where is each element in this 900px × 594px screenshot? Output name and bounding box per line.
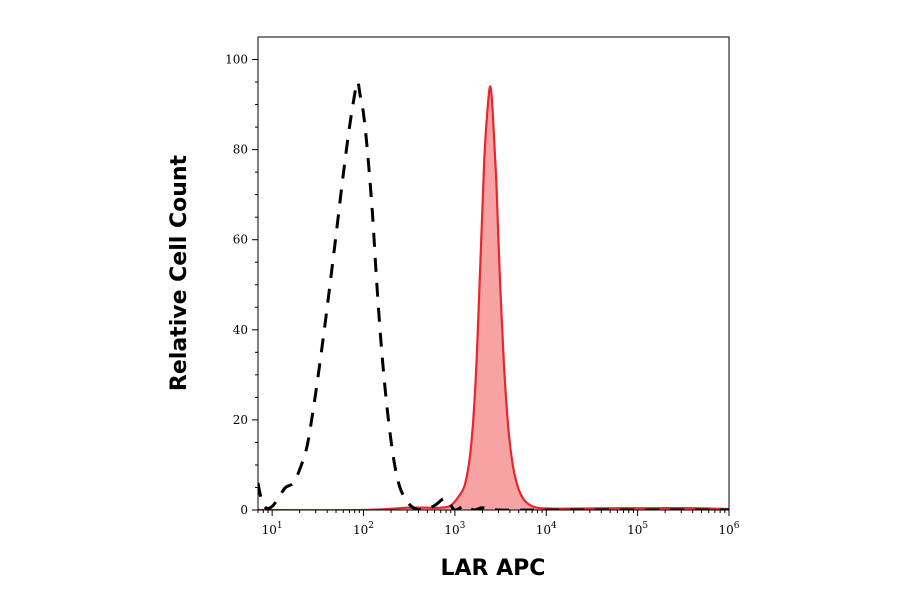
- series-area-fill: [258, 86, 729, 510]
- x-tick-label: 102: [353, 521, 374, 537]
- x-tick-label: 103: [444, 521, 465, 537]
- x-tick-label: 105: [627, 521, 648, 537]
- y-tick-label: 40: [233, 323, 248, 337]
- x-tick-exponent: 5: [642, 521, 648, 531]
- x-tick-base: 10: [353, 523, 368, 537]
- x-tick-exponent: 2: [368, 521, 374, 531]
- series-line-dashed: [258, 80, 729, 510]
- x-tick-base: 10: [627, 523, 642, 537]
- plot-frame: [257, 36, 730, 511]
- y-axis-label: Relative Cell Count: [167, 154, 192, 391]
- y-tick-label: 20: [233, 413, 248, 427]
- series-layer: [258, 80, 729, 510]
- x-tick-label: 106: [718, 521, 739, 537]
- y-tick-label: 100: [225, 53, 248, 67]
- y-tick-label: 0: [240, 503, 248, 517]
- x-tick-base: 10: [536, 523, 551, 537]
- x-tick-base: 10: [444, 523, 459, 537]
- y-tick-label: 60: [233, 233, 248, 247]
- x-tick-base: 10: [262, 523, 277, 537]
- x-tick-label: 104: [536, 521, 557, 537]
- x-axis-label: LAR APC: [441, 556, 546, 581]
- x-tick-exponent: 1: [277, 521, 283, 531]
- x-tick-label: 101: [262, 521, 283, 537]
- x-tick-exponent: 3: [460, 521, 466, 531]
- x-tick-base: 10: [718, 523, 733, 537]
- y-tick-label: 80: [233, 143, 248, 157]
- x-tick-exponent: 6: [734, 521, 740, 531]
- x-tick-exponent: 4: [551, 521, 557, 531]
